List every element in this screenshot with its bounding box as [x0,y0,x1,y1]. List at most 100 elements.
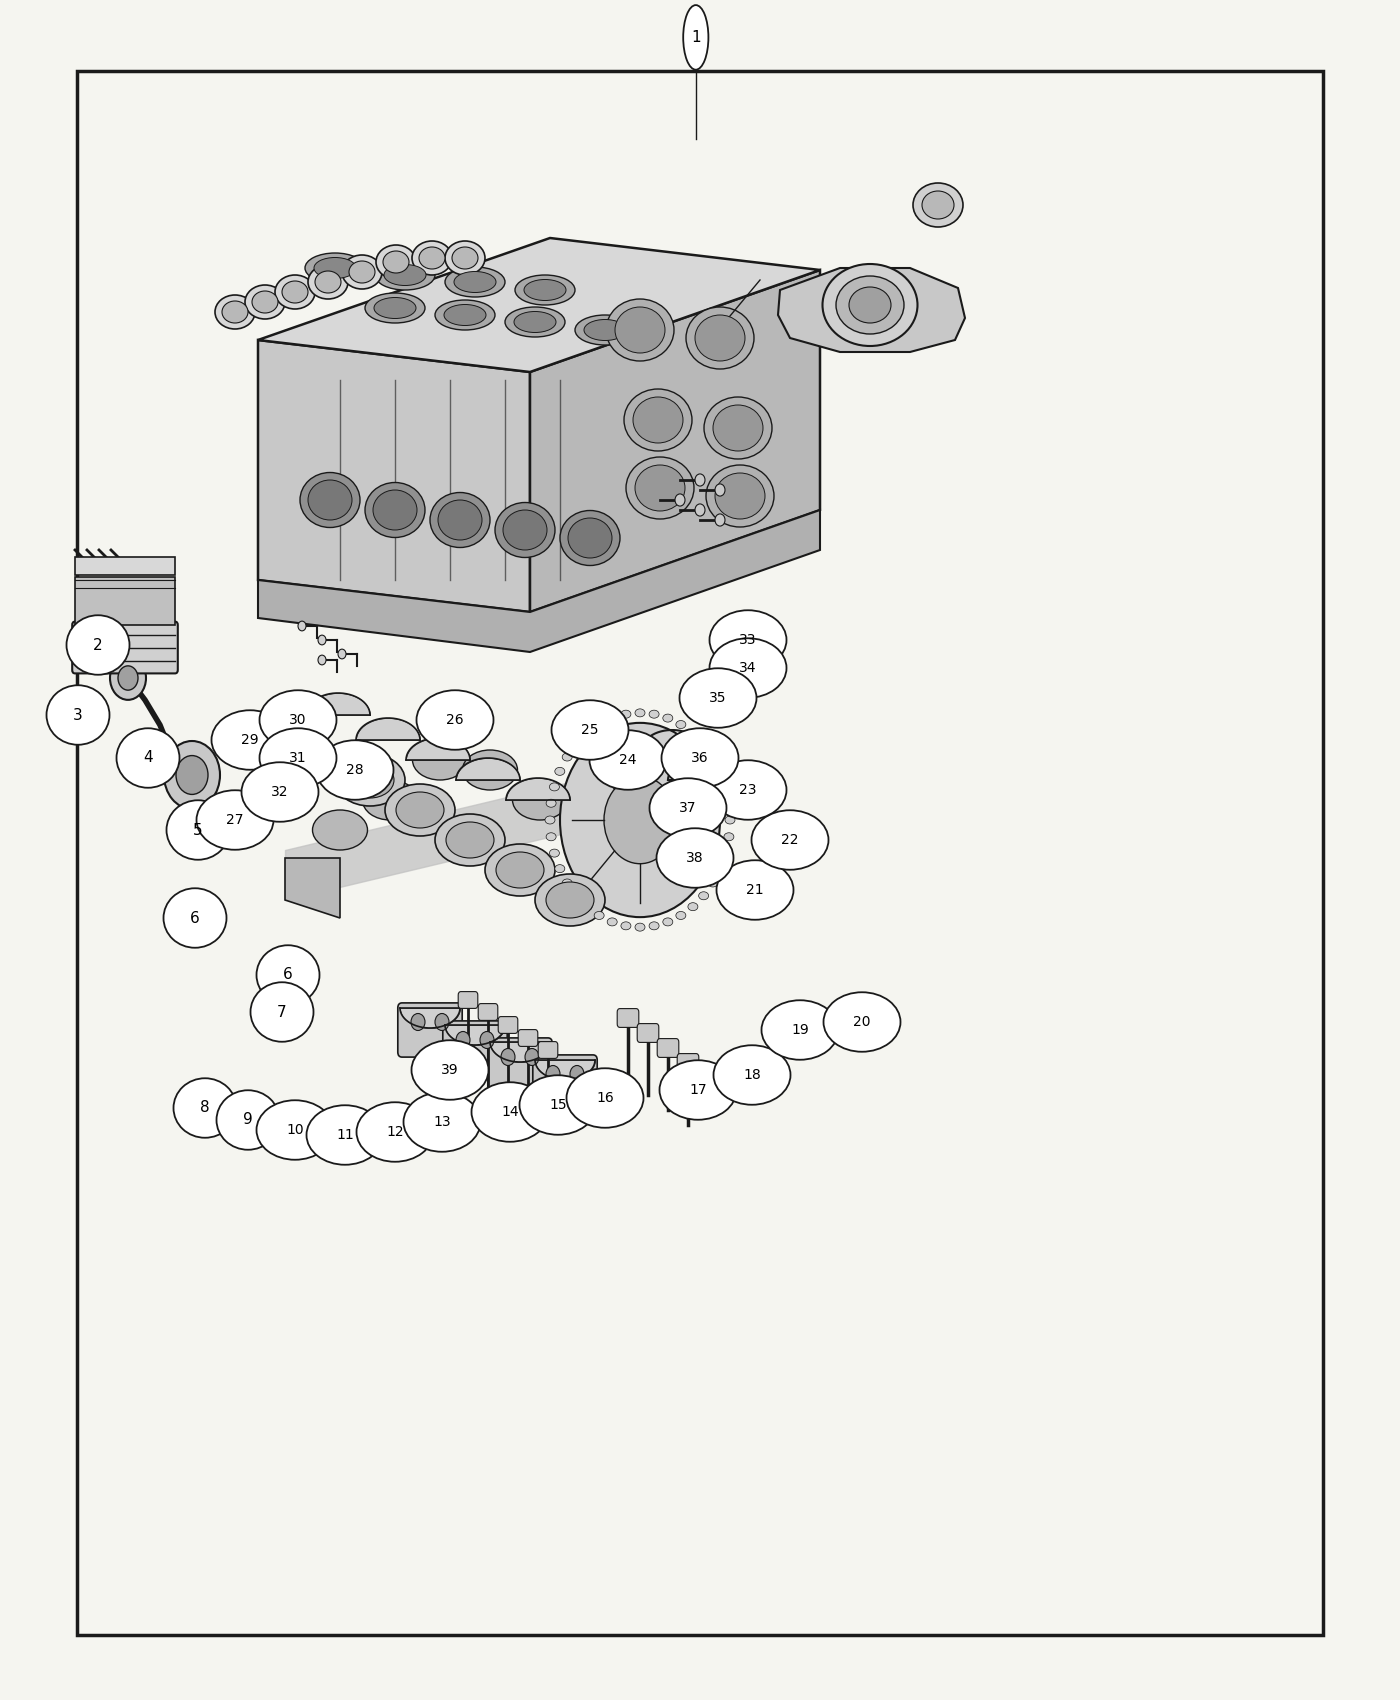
Ellipse shape [715,865,725,872]
Text: 3: 3 [73,707,83,722]
Polygon shape [778,269,965,352]
Polygon shape [258,340,531,612]
Circle shape [318,654,326,665]
Ellipse shape [307,1105,384,1164]
FancyBboxPatch shape [479,1003,498,1020]
Text: 6: 6 [283,967,293,983]
Ellipse shape [708,879,718,887]
Ellipse shape [419,246,445,269]
Bar [76,576,175,626]
Text: 28: 28 [346,763,364,777]
Ellipse shape [365,483,426,537]
Ellipse shape [823,993,900,1052]
Ellipse shape [445,267,505,297]
Ellipse shape [357,1102,434,1161]
Text: 23: 23 [739,784,757,797]
Ellipse shape [650,711,659,717]
Text: 39: 39 [441,1062,459,1078]
Text: 30: 30 [290,712,307,728]
Ellipse shape [251,983,314,1042]
Text: 35: 35 [710,690,727,706]
Ellipse shape [167,801,230,860]
Ellipse shape [363,780,417,819]
Ellipse shape [676,911,686,920]
Ellipse shape [704,398,771,459]
Ellipse shape [552,700,629,760]
Text: 18: 18 [743,1068,760,1081]
Ellipse shape [823,264,917,347]
Circle shape [456,1032,470,1049]
Ellipse shape [375,260,435,291]
Ellipse shape [374,298,416,318]
Ellipse shape [714,1046,791,1105]
FancyBboxPatch shape [657,1039,679,1057]
Ellipse shape [435,814,505,865]
Text: 7: 7 [277,1005,287,1020]
Ellipse shape [454,272,496,292]
Ellipse shape [377,245,416,279]
Ellipse shape [174,1078,237,1137]
Ellipse shape [659,1061,736,1120]
Ellipse shape [563,809,617,850]
Ellipse shape [444,304,486,325]
Ellipse shape [687,903,699,911]
Ellipse shape [365,292,426,323]
FancyBboxPatch shape [533,1056,598,1108]
Ellipse shape [216,296,255,330]
Circle shape [715,513,725,525]
Circle shape [560,722,720,916]
Text: 38: 38 [686,852,704,865]
Bar [76,558,175,575]
Ellipse shape [413,740,468,780]
Ellipse shape [571,892,581,899]
Ellipse shape [452,246,477,269]
Ellipse shape [308,265,349,299]
Text: 11: 11 [336,1129,354,1142]
Ellipse shape [484,843,554,896]
Ellipse shape [396,792,444,828]
Ellipse shape [687,729,699,738]
Ellipse shape [316,740,393,799]
Ellipse shape [710,760,787,819]
Ellipse shape [724,833,734,842]
Circle shape [603,777,676,864]
Text: 25: 25 [581,722,599,738]
Ellipse shape [245,286,286,320]
FancyBboxPatch shape [487,1039,552,1091]
Ellipse shape [300,473,360,527]
FancyBboxPatch shape [442,1022,507,1074]
Text: 6: 6 [190,911,200,925]
Ellipse shape [256,945,319,1005]
Ellipse shape [241,762,319,821]
Circle shape [337,649,346,660]
Polygon shape [531,270,820,612]
Text: 13: 13 [433,1115,451,1129]
Ellipse shape [305,253,365,282]
Text: 1: 1 [692,31,700,44]
Ellipse shape [582,729,592,738]
Text: 36: 36 [692,751,708,765]
Text: 5: 5 [193,823,203,838]
Ellipse shape [748,631,771,649]
Ellipse shape [372,490,417,530]
Circle shape [501,1049,515,1066]
Ellipse shape [67,615,129,675]
Ellipse shape [686,308,755,369]
Ellipse shape [713,405,763,450]
Ellipse shape [584,320,626,340]
Ellipse shape [582,903,592,911]
Polygon shape [258,510,820,653]
Ellipse shape [472,1083,549,1142]
Ellipse shape [447,823,494,858]
Text: 27: 27 [227,813,244,826]
Ellipse shape [715,473,764,518]
Ellipse shape [626,457,694,518]
Ellipse shape [403,1093,480,1153]
Text: 20: 20 [853,1015,871,1028]
Ellipse shape [46,685,109,745]
FancyBboxPatch shape [518,1030,538,1047]
Circle shape [570,1066,584,1083]
Ellipse shape [923,190,953,219]
Ellipse shape [762,1000,839,1059]
Ellipse shape [636,923,645,932]
